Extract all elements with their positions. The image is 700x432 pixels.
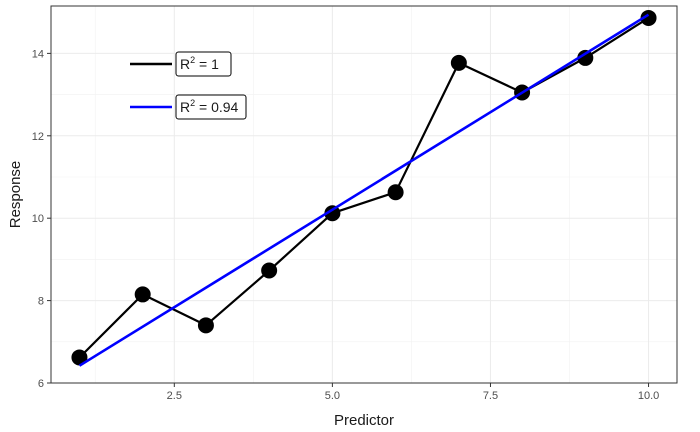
plot-panel-border [50,5,678,384]
fitted-series-line [78,13,650,367]
legend-label-value: = 1 [195,56,219,72]
legend-label-box [175,94,247,120]
legend-label-superscript: 2 [190,98,195,108]
legend-label-base: R [180,99,190,115]
observed-data-point [640,9,657,26]
y-axis-title: Response [7,161,24,229]
observed-data-point [450,54,467,71]
legend-label-superscript: 2 [190,55,195,65]
observed-data-point [197,317,214,334]
x-axis: 2.5 5.0 7.5 10.0 [167,383,659,402]
legend-label: R2 = 1 [180,55,219,72]
observed-data-point [134,286,151,303]
x-tick-label: 7.5 [483,390,498,402]
legend-label: R2 = 0.94 [180,98,239,115]
x-tick-label: 5.0 [325,390,340,402]
y-axis: 6 8 10 12 14 [32,48,51,390]
observed-series-line [78,16,650,359]
x-tick-label: 2.5 [167,390,182,402]
observed-data-point [261,262,278,279]
observed-data-point [324,205,341,222]
observed-data-point [387,184,404,201]
legend: R2 = 1R2 = 0.94 [130,51,247,120]
observed-data-point [577,49,594,66]
y-tick-label: 10 [32,213,44,225]
legend-label-base: R [180,56,190,72]
y-tick-label: 8 [38,296,44,308]
observed-data-point [71,349,88,366]
x-tick-label: 10.0 [638,390,659,402]
legend-label-box [175,51,232,77]
y-tick-label: 14 [32,48,44,60]
x-axis-title: Predictor [334,412,394,429]
minor-gridlines [51,6,677,383]
y-tick-label: 12 [32,131,44,143]
series-layer [71,9,657,367]
legend-label-value: = 0.94 [195,99,238,115]
y-tick-label: 6 [38,378,44,390]
